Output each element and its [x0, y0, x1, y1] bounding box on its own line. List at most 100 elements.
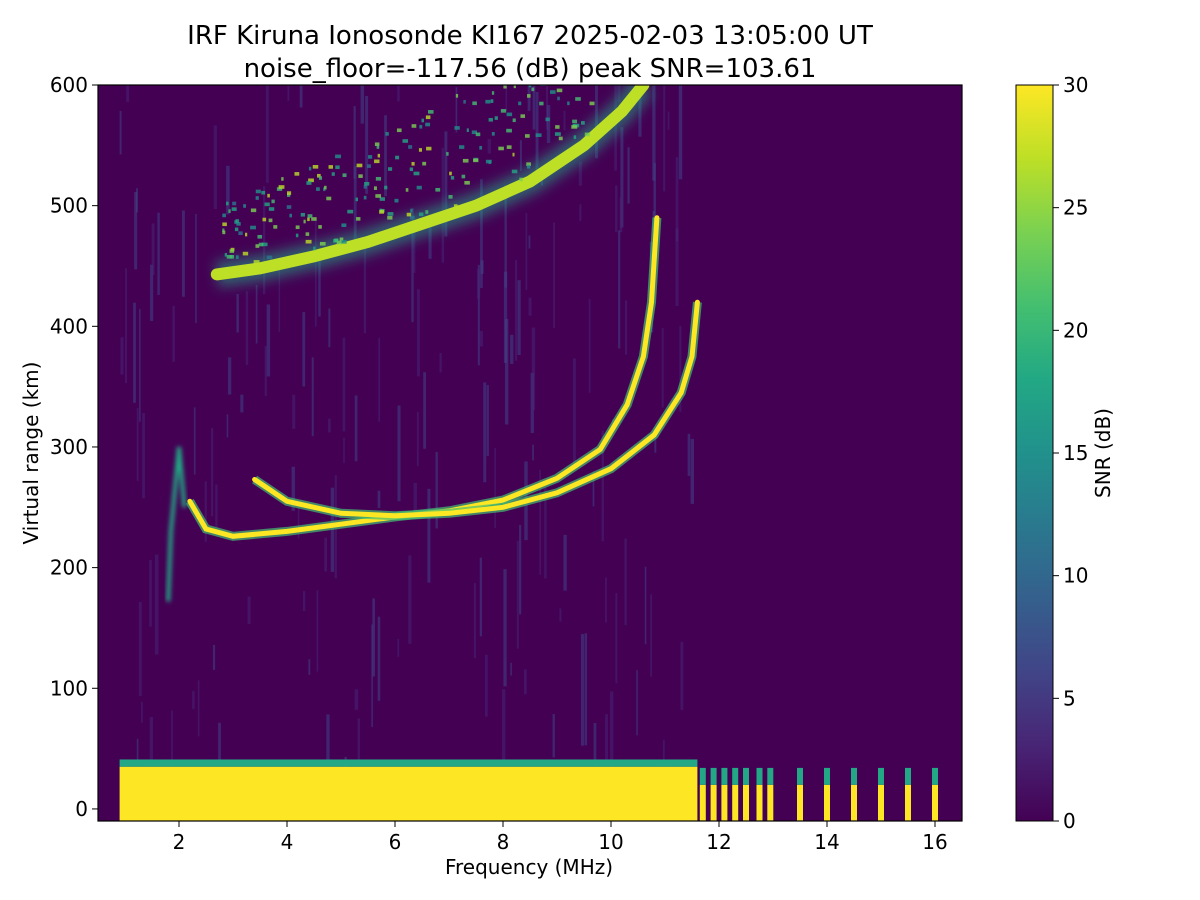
- spread-f-pixel: [402, 139, 409, 143]
- spread-f-pixel: [235, 219, 240, 223]
- spread-f-pixel: [318, 176, 323, 180]
- spread-f-pixel: [368, 155, 373, 159]
- noise-streak: [501, 689, 506, 763]
- noise-streak: [510, 334, 514, 364]
- spread-f-pixel: [374, 159, 380, 164]
- noise-streak: [580, 634, 585, 746]
- noise-streak: [133, 302, 136, 403]
- noise-streak: [527, 85, 531, 111]
- noise-streak: [477, 264, 480, 366]
- spread-f-pixel: [512, 118, 516, 123]
- noise-streak: [182, 210, 185, 297]
- spread-f-pixel: [228, 209, 231, 213]
- noise-streak: [138, 601, 142, 696]
- spread-f-pixel: [287, 191, 292, 195]
- hf-spike-top: [878, 767, 884, 785]
- hf-spike: [878, 784, 884, 821]
- spread-f-pixel: [491, 132, 495, 136]
- noise-streak: [680, 641, 684, 710]
- spread-f-pixel: [575, 97, 581, 101]
- spread-f-pixel: [558, 136, 563, 141]
- x-tick-label: 12: [706, 830, 731, 854]
- spread-f-pixel: [556, 88, 563, 93]
- noise-streak: [172, 305, 175, 362]
- noise-streak: [532, 85, 536, 130]
- noise-streak: [662, 739, 665, 779]
- spread-f-pixel: [446, 152, 449, 156]
- spread-f-pixel: [555, 125, 560, 129]
- noise-streak: [553, 222, 555, 329]
- noise-streak: [484, 654, 488, 717]
- colorbar-tick-label: 30: [1063, 73, 1088, 97]
- spread-f-pixel: [387, 167, 393, 171]
- y-tick-label: 200: [50, 556, 88, 580]
- noise-streak: [427, 488, 431, 583]
- spread-f-pixel: [557, 96, 560, 101]
- noise-streak: [505, 85, 508, 112]
- spread-f-pixel: [366, 164, 371, 168]
- noise-streak: [510, 662, 512, 676]
- colorbar-tick-label: 25: [1063, 196, 1088, 220]
- spread-f-pixel: [550, 90, 556, 94]
- noise-streak: [226, 165, 230, 215]
- spread-f-pixel: [545, 117, 550, 122]
- hf-spike-top: [721, 767, 728, 785]
- noise-streak: [215, 484, 218, 528]
- spread-f-pixel: [539, 101, 544, 106]
- y-tick-label: 500: [50, 194, 88, 218]
- multihop-trace: [210, 85, 650, 281]
- plot-frame: [97, 84, 963, 822]
- spread-f-pixel: [356, 217, 361, 221]
- spread-f-pixel: [226, 201, 229, 206]
- y-tick-label: 400: [50, 314, 88, 338]
- noise-streak: [171, 710, 173, 779]
- noise-streak: [578, 161, 582, 186]
- noise-streak: [308, 659, 311, 675]
- hf-spike-top: [756, 767, 763, 785]
- noise-streak: [601, 430, 604, 542]
- spread-f-pixel: [341, 223, 347, 228]
- noise-streak: [278, 269, 281, 332]
- spread-f-pixel: [379, 197, 385, 201]
- noise-streak: [204, 481, 207, 542]
- spread-f-pixel: [449, 171, 452, 176]
- colorbar-ticks: 0 5 10 15 20 25 30: [1053, 73, 1088, 833]
- noise-streak: [653, 163, 656, 259]
- hf-spike: [721, 784, 728, 821]
- spread-f-pixel: [317, 173, 321, 178]
- noise-streak: [378, 337, 381, 422]
- noise-streak: [316, 590, 319, 672]
- noise-streak: [363, 237, 367, 334]
- noise-streak: [197, 680, 200, 737]
- noise-streak: [247, 596, 251, 624]
- spread-f-pixel: [250, 225, 256, 230]
- spread-f-pixel: [406, 212, 412, 217]
- noise-streak: [563, 110, 566, 131]
- spread-f-pixel: [384, 185, 388, 190]
- spread-f-pixel: [305, 239, 312, 244]
- spread-f-pixel: [342, 173, 347, 178]
- spread-f-pixel: [243, 204, 246, 208]
- noise-streak: [435, 452, 438, 529]
- noise-streak: [615, 185, 618, 233]
- spread-f-pixel: [448, 195, 453, 199]
- spread-f-pixel: [308, 178, 314, 183]
- noise-streak: [324, 537, 328, 572]
- spread-f-pixel: [324, 185, 327, 190]
- spread-f-pixel: [267, 193, 270, 198]
- noise-streak: [531, 327, 536, 410]
- spread-f-pixel: [303, 219, 306, 224]
- y-tick-label: 300: [50, 435, 88, 459]
- spread-f-pixel: [528, 85, 532, 88]
- noise-streak: [142, 413, 145, 499]
- spike-2MHz: [166, 446, 187, 602]
- spread-f-pixel: [355, 197, 358, 202]
- spread-f-pixel: [238, 231, 243, 236]
- noise-streak: [678, 85, 683, 180]
- spread-f-pixel: [294, 172, 300, 176]
- spread-f-pixel: [229, 249, 235, 253]
- noise-streak: [354, 395, 358, 462]
- spread-f-pixel: [418, 148, 422, 152]
- spread-f-pixel: [379, 210, 384, 214]
- noise-streak: [397, 638, 400, 657]
